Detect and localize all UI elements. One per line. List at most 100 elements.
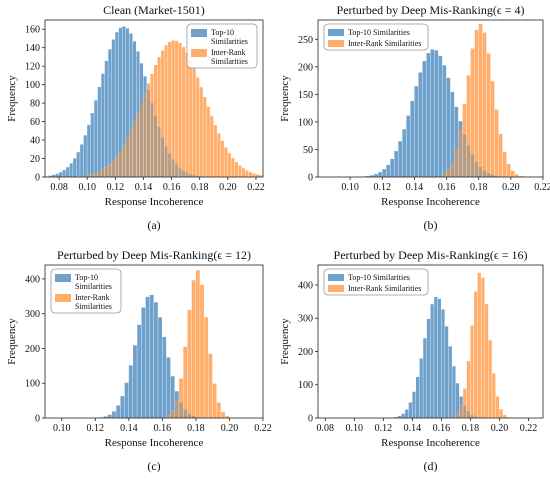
x-tick-label: 0.16 [154, 423, 172, 434]
inter-rank-bar-43 [490, 81, 495, 175]
x-tick-label: 0.12 [87, 423, 105, 434]
top10-bar-27 [158, 317, 162, 418]
overlap-bar-27 [143, 93, 147, 177]
top10-bar-29 [166, 357, 171, 416]
inter-rank-bar-45 [498, 133, 503, 177]
overlap-bar-37 [466, 145, 471, 177]
top10-bar-15 [101, 73, 105, 170]
panel-caption: (a) [147, 218, 160, 232]
panel-caption: (d) [424, 459, 438, 473]
top10-bar-17 [116, 405, 121, 418]
top10-bar-15 [378, 172, 382, 177]
top10-bar-26 [412, 391, 416, 418]
x-tick-label: 0.22 [520, 423, 538, 434]
top10-bar-19 [394, 151, 398, 177]
top10-bar-31 [442, 65, 447, 174]
inter-rank-bar-37 [466, 75, 471, 146]
overlap-bar-17 [108, 164, 112, 177]
y-tick-label: 300 [25, 309, 40, 320]
top10-bar-33 [450, 92, 455, 163]
top10-bar-26 [422, 61, 427, 177]
overlap-bar-38 [470, 154, 475, 177]
top10-bar-21 [133, 345, 137, 418]
y-axis-label: Frequency [6, 75, 18, 122]
inter-rank-bar-36 [175, 40, 179, 165]
overlap-bar-12 [90, 174, 94, 177]
inter-rank-bar-56 [245, 170, 249, 177]
inter-rank-bar-36 [195, 270, 200, 418]
x-tick-label: 0.14 [404, 423, 422, 434]
overlap-bar-36 [462, 134, 467, 177]
x-tick-label: 0.08 [50, 182, 68, 193]
inter-rank-bar-28 [146, 83, 151, 90]
chart-panel-4: 0.08 0.10 0.12 0.14 0.16 0.18 0.20 0.22 0 100 200 3… [279, 248, 544, 473]
inter-rank-bar-33 [183, 346, 188, 410]
overlap-bar-42 [196, 175, 200, 177]
overlap-bar-11 [87, 174, 91, 177]
inter-rank-bar-51 [227, 153, 231, 177]
y-tick-label: 200 [25, 344, 40, 355]
x-tick-label: 0.10 [346, 423, 364, 434]
top10-bar-28 [162, 336, 167, 418]
top10-bar-34 [454, 106, 459, 150]
inter-rank-bar-39 [208, 353, 213, 418]
y-tick-label: 400 [298, 280, 313, 291]
overlap-bar-42 [486, 173, 491, 177]
x-tick-label: 0.18 [462, 423, 480, 434]
top10-bar-26 [154, 302, 158, 418]
x-tick-label: 0.22 [534, 182, 550, 193]
overlap-bar-42 [470, 414, 474, 418]
chart-title: Perturbed by Deep Mis-Ranking(ϵ = 16) [334, 248, 528, 262]
top10-bar-32 [434, 297, 438, 418]
top10-bar-38 [455, 383, 460, 414]
x-tick-label: 0.08 [317, 423, 335, 434]
overlap-bar-31 [442, 173, 447, 177]
y-tick-label: 80 [30, 99, 40, 110]
overlap-bar-34 [168, 153, 172, 177]
inter-rank-bar-52 [506, 417, 510, 418]
x-tick-label: 0.12 [374, 182, 392, 193]
overlap-bar-35 [171, 159, 175, 177]
top10-bar-31 [174, 391, 179, 400]
top10-bar-22 [125, 28, 129, 138]
overlap-bar-29 [150, 102, 154, 177]
top10-bar-35 [445, 326, 449, 418]
legend-swatch-inter-rank [328, 40, 344, 47]
overlap-bar-13 [94, 172, 98, 177]
x-tick-label: 0.20 [219, 182, 237, 193]
overlap-bar-24 [132, 121, 137, 177]
top10-bar-14 [374, 174, 378, 177]
top10-bar-17 [386, 164, 390, 177]
legend-swatch-top10 [328, 29, 344, 36]
inter-rank-bar-37 [178, 43, 182, 168]
top10-bar-11 [87, 124, 91, 175]
y-tick-label: 250 [298, 35, 313, 46]
overlap-bar-43 [490, 174, 495, 177]
x-tick-label: 0.18 [470, 182, 488, 193]
overlap-bar-39 [185, 172, 189, 177]
inter-rank-bar-40 [463, 388, 467, 406]
inter-rank-bar-48 [492, 373, 496, 418]
inter-rank-bar-42 [221, 412, 225, 418]
top10-bar-6 [69, 163, 73, 177]
overlap-bar-22 [125, 137, 129, 177]
legend-swatch-top10 [328, 274, 344, 281]
legend-swatch-inter-rank [328, 285, 344, 292]
inter-rank-bar-39 [185, 52, 189, 173]
top10-bar-33 [437, 298, 441, 418]
y-tick-label: 0 [308, 173, 313, 184]
y-tick-label: 0 [308, 414, 313, 425]
top10-bar-27 [415, 376, 420, 418]
top10-bar-27 [426, 53, 431, 177]
x-tick-label: 0.20 [502, 182, 520, 193]
top10-bar-21 [394, 417, 398, 418]
overlap-bar-28 [146, 89, 151, 177]
top10-bar-35 [458, 121, 463, 130]
overlap-bar-9 [80, 175, 84, 177]
top10-bar-18 [390, 159, 394, 177]
legend-swatch-top10 [55, 274, 71, 282]
legend-label-inter-rank: Inter-Rank Similarities [348, 284, 421, 293]
y-tick-label: 150 [298, 90, 313, 101]
top10-bar-1 [52, 174, 56, 177]
y-tick-label: 20 [30, 154, 40, 165]
